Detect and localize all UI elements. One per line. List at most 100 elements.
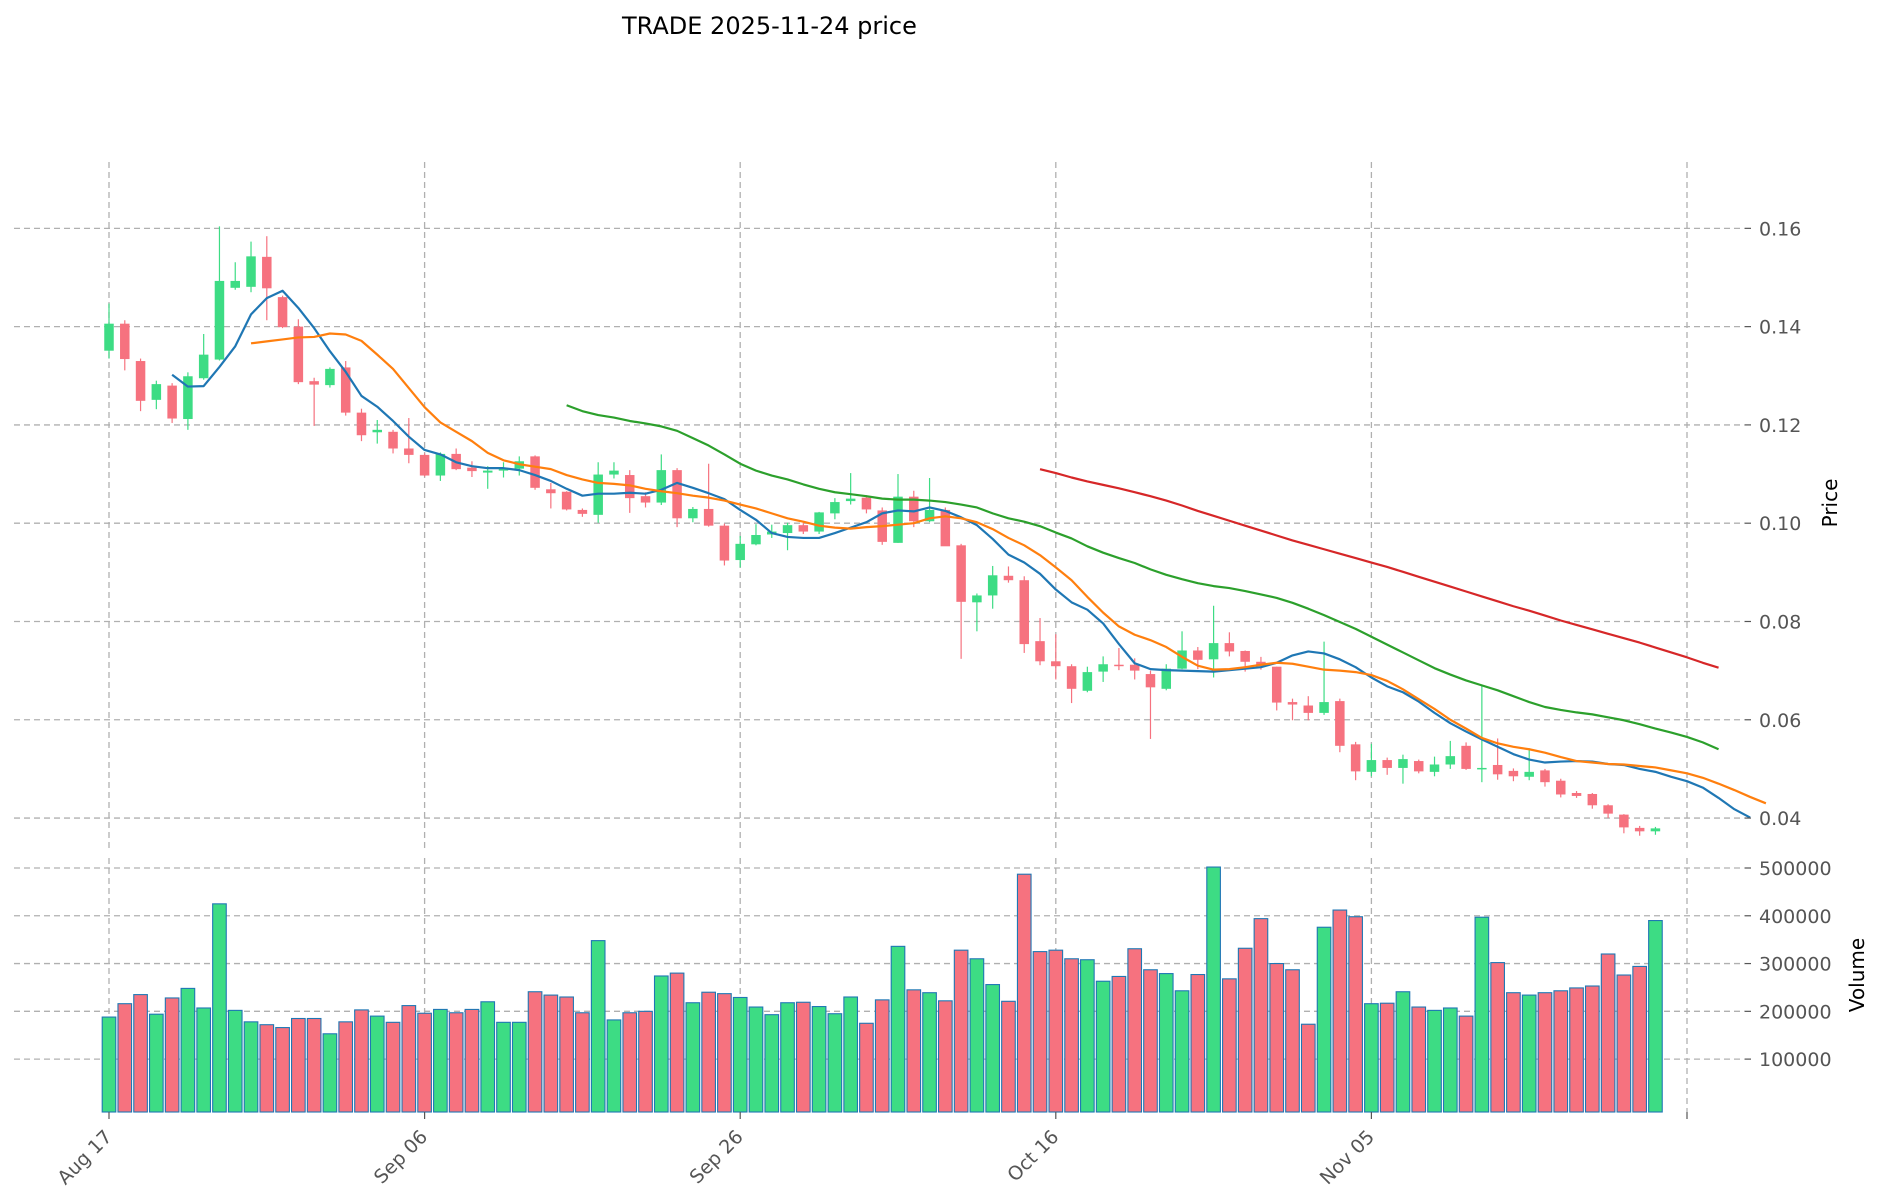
candle-body <box>1429 764 1440 772</box>
volume-bar <box>133 994 148 1113</box>
volume-tick-label: 500000 <box>1759 858 1832 880</box>
price-axis-label: Price <box>1818 479 1842 528</box>
candle-body <box>845 498 856 502</box>
volume-bar <box>843 996 859 1113</box>
candle-body <box>624 475 635 499</box>
price-tick-label: 0.06 <box>1759 710 1801 732</box>
volume-bar <box>906 989 922 1113</box>
candle-body <box>262 256 272 289</box>
volume-bar <box>795 1001 811 1113</box>
volume-bar <box>1474 916 1490 1113</box>
volume-bar <box>1064 958 1079 1113</box>
volume-bar <box>922 992 937 1113</box>
moving-average-lines <box>171 289 1767 819</box>
candle-body <box>435 453 446 476</box>
candle-body <box>1508 770 1519 777</box>
candle-body <box>214 280 225 360</box>
chart-title: TRADE 2025-11-24 price <box>621 12 917 40</box>
candle-body <box>277 297 288 328</box>
candle-body <box>372 429 383 433</box>
volume-bar <box>1648 920 1663 1113</box>
price-tick-label: 0.08 <box>1759 611 1801 633</box>
volume-bar <box>527 991 543 1113</box>
candle-body <box>419 454 430 476</box>
volume-bar <box>164 997 180 1113</box>
candle-body <box>1066 666 1077 689</box>
candle-body <box>987 575 998 596</box>
volume-bar <box>180 987 196 1113</box>
candle-body <box>893 496 903 543</box>
candle-body <box>1319 702 1329 713</box>
volume-bar <box>859 1022 874 1113</box>
volume-bar <box>622 1012 638 1113</box>
volume-bar <box>480 1001 496 1113</box>
candle-body <box>1587 793 1598 806</box>
volume-bar <box>985 984 1001 1113</box>
volume-bar <box>417 1012 432 1113</box>
volume-bar <box>275 1027 290 1113</box>
volume-bar <box>1537 992 1553 1113</box>
candle-body <box>325 368 335 386</box>
candle-body <box>972 595 982 603</box>
volume-bar <box>543 994 559 1113</box>
volume-bar <box>1600 953 1616 1113</box>
volume-bar <box>148 1013 164 1113</box>
candle-body <box>1051 661 1061 667</box>
candle-body <box>1161 668 1172 689</box>
volume-bar <box>511 1021 527 1113</box>
volume-bar <box>338 1021 354 1113</box>
candle-body <box>388 431 398 449</box>
candle-body <box>830 502 840 514</box>
volume-bar <box>669 972 685 1113</box>
candle-body <box>104 323 114 351</box>
candle-body <box>167 385 177 419</box>
volume-bar <box>638 1010 653 1113</box>
candlesticks <box>104 226 1661 836</box>
volume-bar <box>874 999 890 1113</box>
candle-body <box>1603 805 1613 814</box>
volume-bar <box>1348 916 1363 1113</box>
volume-bar <box>227 1009 243 1113</box>
volume-bar <box>1032 951 1048 1113</box>
volume-bar <box>559 996 574 1113</box>
candle-body <box>609 470 619 475</box>
candle-body <box>1634 827 1645 832</box>
candle-body <box>1287 702 1298 705</box>
candle-body <box>751 534 761 545</box>
volume-bar <box>685 1002 701 1113</box>
volume-bar <box>291 1017 306 1113</box>
candle-body <box>924 509 935 522</box>
volume-bar <box>1048 949 1064 1113</box>
volume-bar <box>575 1012 590 1113</box>
candle-body <box>1035 641 1045 662</box>
volume-bar <box>1632 965 1648 1113</box>
candle-body <box>640 496 651 503</box>
price-axis: 0.04 0.06 0.08 0.10 0.12 0.14 0.16 <box>1745 218 1801 830</box>
volume-bar <box>937 1000 953 1113</box>
price-tick-label: 0.12 <box>1759 415 1801 437</box>
volume-bar <box>1111 975 1127 1113</box>
volume-axis-label: Volume <box>1845 938 1869 1012</box>
volume-bar <box>732 996 748 1113</box>
moving-average-ma30 <box>566 404 1719 751</box>
volume-bar <box>1080 959 1095 1113</box>
volume-bar <box>1127 948 1143 1113</box>
volume-bar <box>748 1006 764 1113</box>
volume-bar <box>259 1024 275 1113</box>
candle-body <box>1556 780 1566 795</box>
volume-tick-label: 100000 <box>1759 1049 1832 1071</box>
volume-bar <box>1411 1006 1427 1113</box>
candle-body <box>909 496 919 522</box>
candle-body <box>735 543 745 561</box>
volume-bar <box>764 1014 780 1113</box>
candle-body <box>1145 674 1156 688</box>
candle-body <box>577 509 588 514</box>
volume-tick-label: 400000 <box>1759 906 1832 928</box>
price-tick-label: 0.04 <box>1759 808 1801 830</box>
candle-body <box>1082 672 1093 691</box>
volume-bar <box>1016 873 1032 1113</box>
candle-body <box>719 525 730 561</box>
candle-body <box>1240 650 1250 662</box>
candle-body <box>1524 771 1534 777</box>
